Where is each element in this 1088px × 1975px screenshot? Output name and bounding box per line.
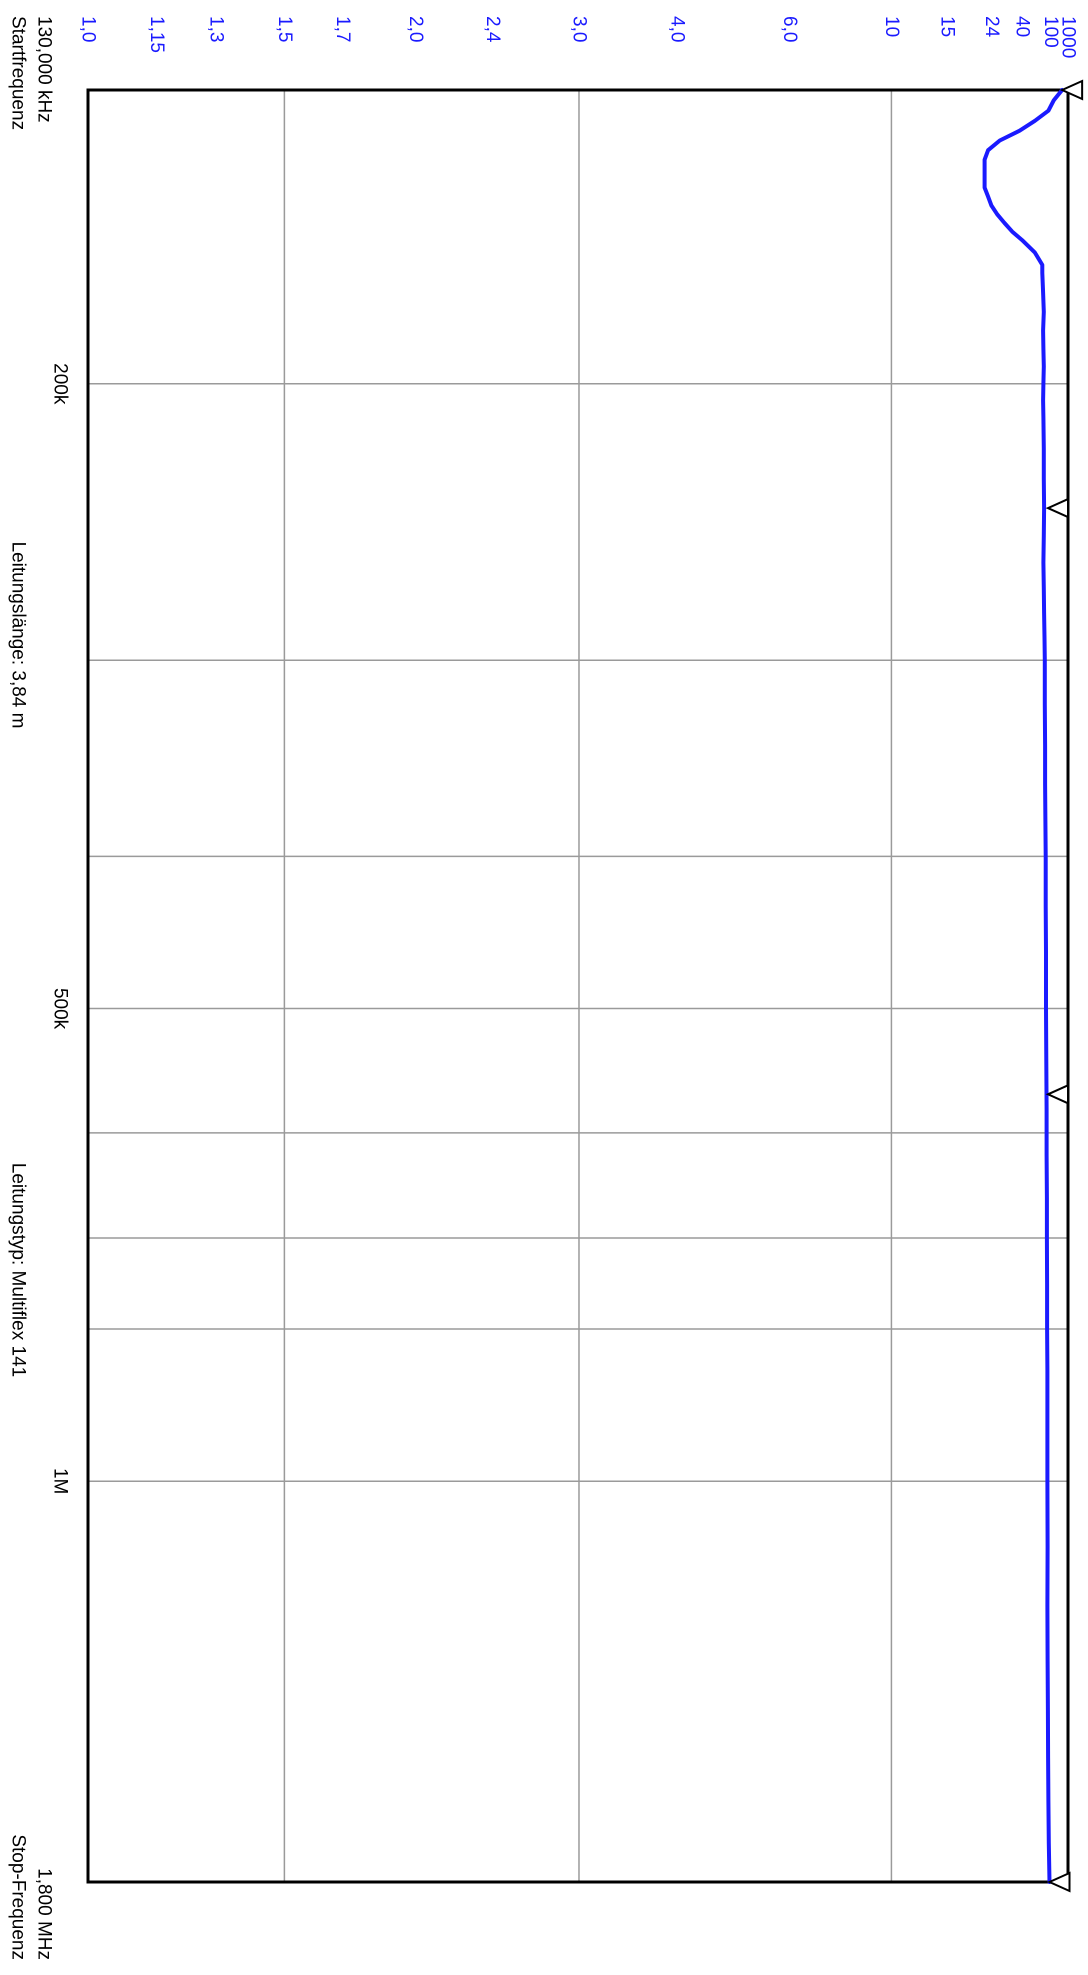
- marker-triangle: [1059, 79, 1084, 101]
- swr-tick-label: 15: [937, 16, 958, 37]
- start-frequency-value: 130,000 kHz: [34, 16, 55, 123]
- freq-tick-label: 200k: [50, 363, 71, 405]
- swr-tick-label: 1,15: [146, 16, 167, 53]
- line-type-annotation: Leitungstyp: Multiflex 141: [8, 1163, 29, 1377]
- line-length-annotation: Leitungslänge: 3,84 m: [8, 542, 29, 729]
- swr-tick-label: 2,0: [405, 16, 426, 42]
- swr-tick-label: 1,3: [206, 16, 227, 42]
- labels: 1,0 1,15 1,3 1,5 1,7 2,0 2,4 3,0 4,0 6,0 10 15 24 40 1…: [8, 16, 1079, 1960]
- swr-tick-label: 10: [881, 16, 902, 37]
- swr-tick-label: 3,0: [568, 16, 589, 42]
- swr-tick-label: 4,0: [667, 16, 688, 42]
- swr-tick-label: 1000: [1058, 16, 1079, 58]
- marker-layer: [1045, 79, 1084, 1893]
- swr-tick-label: 1,0: [78, 16, 99, 42]
- marker-triangle: [1045, 1083, 1069, 1105]
- marker-triangle: [1047, 1871, 1071, 1893]
- swr-tick-label: 24: [981, 16, 1002, 38]
- series-layer: [982, 88, 1065, 1884]
- marker-triangle: [1045, 497, 1069, 519]
- freq-tick-label: 500k: [50, 988, 71, 1030]
- freq-tick-label: 1M: [50, 1468, 71, 1494]
- stop-frequency-value: 1,800 MHz: [34, 1868, 55, 1960]
- swr-series-line: [982, 88, 1065, 1884]
- stop-frequency-caption: Stop-Frequenz: [8, 1834, 29, 1960]
- grid: [88, 90, 1068, 1882]
- plot-frame: [86, 88, 1070, 1884]
- swr-tick-label: 1,5: [274, 16, 295, 42]
- swr-tick-label: 1,7: [332, 16, 353, 42]
- swr-tick-label: 6,0: [779, 16, 800, 42]
- swr-tick-label: 100: [1040, 16, 1061, 48]
- swr-tick-label: 40: [1012, 16, 1033, 37]
- swr-tick-label: 2,4: [482, 16, 503, 43]
- start-frequency-caption: Startfrequenz: [8, 16, 29, 130]
